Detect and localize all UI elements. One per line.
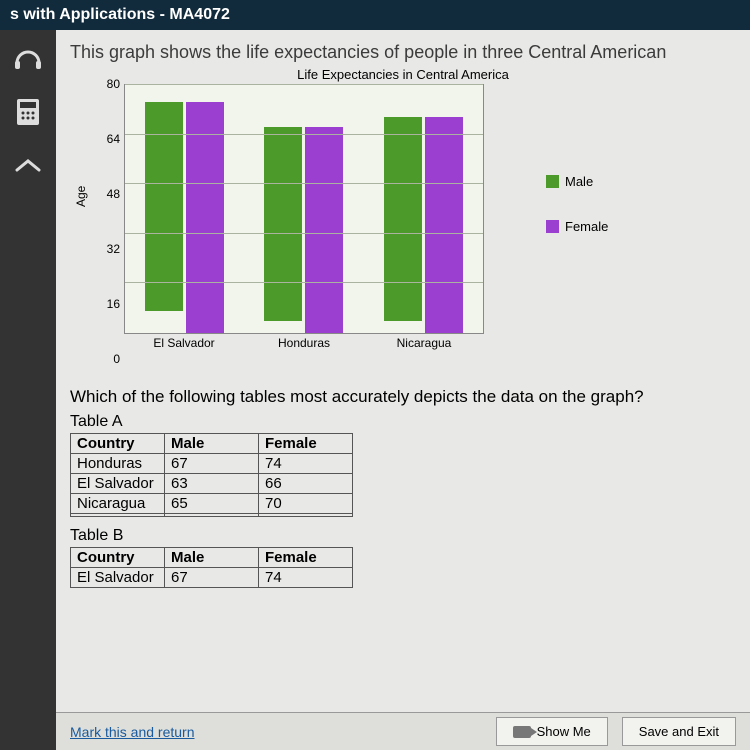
show-me-label: Show Me xyxy=(537,724,591,739)
table-cell: El Salvador xyxy=(71,474,165,494)
audio-tool-icon[interactable] xyxy=(10,40,46,76)
y-axis-label: Age xyxy=(74,185,88,206)
ytick: 32 xyxy=(96,242,120,256)
bar-male xyxy=(264,127,302,321)
bar-group xyxy=(140,102,230,333)
table-cell: 70 xyxy=(259,494,353,514)
table-header: Female xyxy=(259,434,353,454)
table-cell: 67 xyxy=(165,454,259,474)
table-header: Male xyxy=(165,434,259,454)
table-row: Country Male Female xyxy=(71,434,353,454)
save-exit-button[interactable]: Save and Exit xyxy=(622,717,736,746)
table-header: Female xyxy=(259,548,353,568)
bar-female xyxy=(425,117,463,333)
chart-wrap: Age 0 16 32 48 64 80 El Salvador Hondura… xyxy=(70,84,736,359)
main-row: This graph shows the life expectancies o… xyxy=(0,30,750,750)
camera-icon xyxy=(513,726,531,738)
table-row xyxy=(71,514,353,517)
collapse-tool-icon[interactable] xyxy=(10,148,46,184)
bar-group xyxy=(259,127,349,333)
content-area: This graph shows the life expectancies o… xyxy=(56,30,750,750)
chart-title: Life Expectancies in Central America xyxy=(70,67,736,82)
legend-female: Female xyxy=(546,219,608,234)
legend-male-label: Male xyxy=(565,174,593,189)
ytick: 64 xyxy=(96,132,120,146)
table-header: Country xyxy=(71,434,165,454)
xlabel: El Salvador xyxy=(139,336,229,350)
legend: Male Female xyxy=(546,174,608,264)
bar-group xyxy=(378,117,468,333)
ytick: 80 xyxy=(96,77,120,91)
table-header: Male xyxy=(165,548,259,568)
table-a-label: Table A xyxy=(70,413,736,431)
table-cell: 65 xyxy=(165,494,259,514)
table-cell: Honduras xyxy=(71,454,165,474)
ytick: 16 xyxy=(96,297,120,311)
question-text: Which of the following tables most accur… xyxy=(70,387,736,407)
table-cell: El Salvador xyxy=(71,568,165,588)
table-row: Honduras 67 74 xyxy=(71,454,353,474)
legend-female-label: Female xyxy=(565,219,608,234)
xlabel: Nicaragua xyxy=(379,336,469,350)
table-header: Country xyxy=(71,548,165,568)
table-b-label: Table B xyxy=(70,527,736,545)
bottom-bar: Mark this and return Show Me Save and Ex… xyxy=(56,712,750,750)
show-me-button[interactable]: Show Me xyxy=(496,717,608,746)
bars-container xyxy=(125,85,483,333)
table-cell: 67 xyxy=(165,568,259,588)
plot-area xyxy=(124,84,484,334)
prompt-text: This graph shows the life expectancies o… xyxy=(70,42,736,63)
x-labels: El Salvador Honduras Nicaragua xyxy=(124,336,484,350)
male-swatch xyxy=(546,175,559,188)
bar-male xyxy=(384,117,422,320)
ytick: 48 xyxy=(96,187,120,201)
female-swatch xyxy=(546,220,559,233)
table-row: Country Male Female xyxy=(71,548,353,568)
calculator-tool-icon[interactable] xyxy=(10,94,46,130)
table-cell: 63 xyxy=(165,474,259,494)
save-exit-label: Save and Exit xyxy=(639,724,719,739)
table-cell: Nicaragua xyxy=(71,494,165,514)
title-bar: s with Applications - MA4072 xyxy=(0,0,750,30)
legend-male: Male xyxy=(546,174,608,189)
table-cell: 74 xyxy=(259,568,353,588)
mark-return-link[interactable]: Mark this and return xyxy=(70,724,482,740)
ytick: 0 xyxy=(96,352,120,366)
table-cell: 74 xyxy=(259,454,353,474)
chart-area: Age 0 16 32 48 64 80 El Salvador Hondura… xyxy=(96,84,516,359)
bar-female xyxy=(186,102,224,333)
table-row: El Salvador 67 74 xyxy=(71,568,353,588)
xlabel: Honduras xyxy=(259,336,349,350)
table-cell: 66 xyxy=(259,474,353,494)
sidebar xyxy=(0,30,56,750)
table-row: Nicaragua 65 70 xyxy=(71,494,353,514)
table-a: Country Male Female Honduras 67 74 El Sa… xyxy=(70,433,353,517)
table-row: El Salvador 63 66 xyxy=(71,474,353,494)
bar-female xyxy=(305,127,343,333)
table-b: Country Male Female El Salvador 67 74 xyxy=(70,547,353,588)
